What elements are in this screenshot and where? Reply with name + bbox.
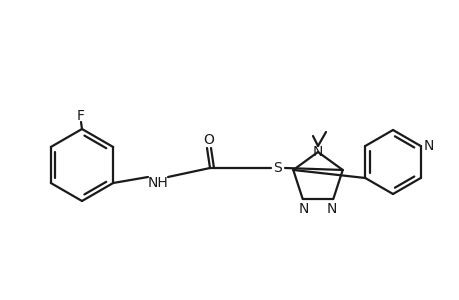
Text: O: O [203, 133, 214, 147]
Text: NH: NH [147, 176, 168, 190]
Text: N: N [326, 202, 337, 216]
Text: F: F [77, 109, 85, 123]
Text: N: N [312, 145, 323, 159]
Text: N: N [423, 139, 433, 153]
Text: N: N [298, 202, 308, 216]
Text: S: S [273, 161, 282, 175]
